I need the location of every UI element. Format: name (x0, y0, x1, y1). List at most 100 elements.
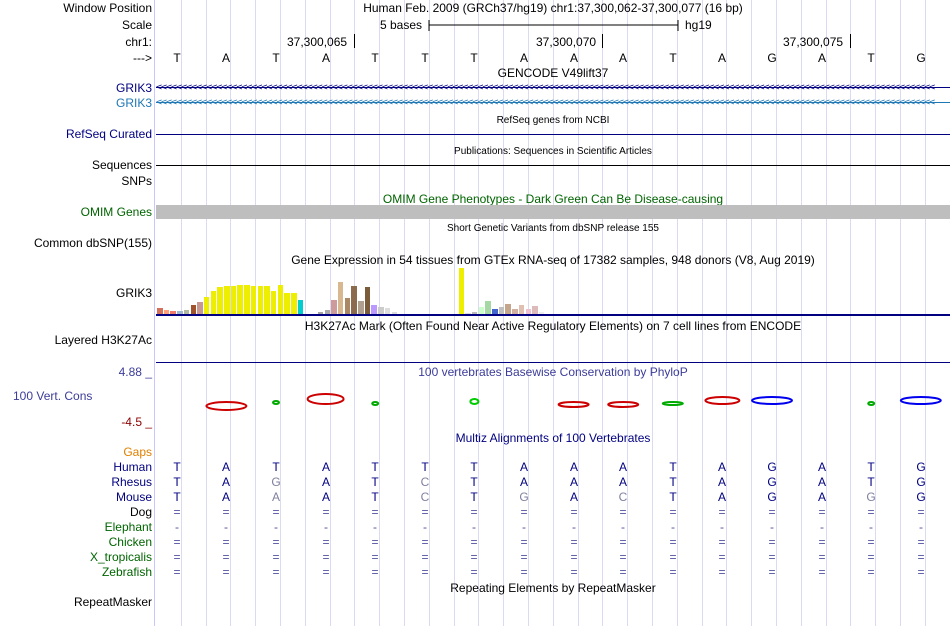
gtex-bar[interactable] (210, 291, 217, 314)
gtex-bar[interactable] (257, 286, 263, 314)
species-label[interactable]: Human (113, 460, 152, 474)
gtex-bar[interactable] (371, 305, 377, 314)
gtex-bar[interactable] (324, 310, 330, 314)
gtex-bar[interactable] (525, 309, 531, 314)
gencode-gene-1-strand[interactable]: <<<<<<<<<<<<<<<<<<<<<<<<<<<<<<<<<<<<<<<<… (156, 83, 935, 93)
gtex-bar[interactable] (264, 286, 270, 314)
gtex-bar-chart[interactable] (156, 268, 556, 314)
gtex-bar[interactable] (471, 312, 478, 314)
gtex-bar[interactable] (538, 312, 545, 314)
gtex-bar[interactable] (177, 311, 183, 314)
refseq-label[interactable]: RefSeq Curated (65, 127, 152, 141)
publications-title[interactable]: Publications: Sequences in Scientific Ar… (454, 146, 652, 157)
gtex-bar[interactable] (391, 312, 397, 314)
phylop-label[interactable]: 100 Vert. Cons (13, 389, 93, 403)
gtex-bar[interactable] (277, 285, 284, 314)
gtex-bar[interactable] (384, 308, 391, 314)
alignment-base: A (618, 460, 627, 474)
gtex-bar[interactable] (230, 286, 237, 314)
alignment-base: = (520, 535, 528, 549)
gtex-bar[interactable] (532, 306, 538, 314)
species-label[interactable]: Zebrafish (101, 565, 152, 579)
gtex-bar[interactable] (331, 300, 337, 314)
gtex-bar[interactable] (317, 312, 324, 314)
gtex-bar[interactable] (270, 291, 277, 314)
gtex-bar[interactable] (478, 307, 485, 314)
omim-label[interactable]: OMIM Genes (80, 205, 152, 219)
alignment-base: A (321, 460, 330, 474)
gtex-bar[interactable] (197, 302, 203, 314)
assembly-position[interactable]: Human Feb. 2009 (GRCh37/hg19) chr1:37,30… (363, 1, 743, 15)
alignment-base: A (221, 475, 230, 489)
gtex-bar[interactable] (183, 310, 190, 314)
repeatmasker-label[interactable]: RepeatMasker (73, 595, 152, 609)
base-letter: G (916, 51, 926, 65)
base-letter: T (272, 51, 280, 65)
gtex-bar[interactable] (458, 268, 464, 314)
refseq-title[interactable]: RefSeq genes from NCBI (496, 115, 610, 126)
gtex-bar[interactable] (485, 301, 491, 314)
phylop-glyph (557, 401, 590, 408)
alignment-base: A (618, 475, 627, 489)
gencode-gene-label-2[interactable]: GRIK3 (115, 96, 152, 110)
gtex-bar[interactable] (518, 305, 525, 314)
gtex-bar[interactable] (505, 304, 511, 314)
gtex-bar[interactable] (190, 305, 196, 314)
alignment-base: = (917, 550, 925, 564)
gencode-title[interactable]: GENCODE V49lift37 (497, 66, 609, 80)
gtex-bar[interactable] (203, 297, 210, 314)
gtex-bar[interactable] (465, 313, 471, 314)
grid-line (801, 0, 802, 626)
gtex-bar[interactable] (492, 309, 498, 314)
gtex-bar[interactable] (351, 286, 357, 314)
alignment-base: T (470, 490, 478, 504)
gtex-bar[interactable] (170, 311, 176, 314)
gtex-bar[interactable] (157, 308, 163, 314)
gtex-bar[interactable] (512, 309, 518, 314)
gtex-bar[interactable] (250, 286, 257, 314)
alignment-base: G (271, 475, 281, 489)
gencode-gene-2-strand[interactable]: <<<<<<<<<<<<<<<<<<<<<<<<<<<<<<<<<<<<<<<<… (156, 98, 935, 108)
gtex-bar[interactable] (364, 287, 371, 314)
alignment-base: - (720, 520, 724, 534)
multiz-title[interactable]: Multiz Alignments of 100 Vertebrates (455, 431, 651, 445)
h3k27ac-label[interactable]: Layered H3K27Ac (54, 333, 152, 347)
dbsnp-label[interactable]: Common dbSNP(155) (33, 236, 152, 250)
omim-title[interactable]: OMIM Gene Phenotypes - Dark Green Can Be… (382, 192, 724, 206)
alignment-base: - (522, 520, 526, 534)
alignment-base: = (669, 565, 677, 579)
gtex-bar[interactable] (284, 293, 290, 314)
alignment-base: A (321, 475, 330, 489)
scale-label: Scale (121, 18, 152, 32)
species-label[interactable]: Dog (129, 505, 152, 519)
phylop-logo[interactable] (156, 393, 950, 411)
gtex-bar[interactable] (217, 287, 223, 314)
gtex-bar[interactable] (344, 298, 351, 314)
gtex-bar[interactable] (498, 307, 505, 314)
gtex-bar[interactable] (297, 300, 304, 314)
gtex-bar[interactable] (224, 286, 230, 314)
gtex-title[interactable]: Gene Expression in 54 tissues from GTEx … (291, 253, 815, 267)
omim-bar[interactable] (156, 205, 950, 219)
publications-label[interactable]: Sequences (91, 158, 152, 172)
gtex-bar[interactable] (291, 293, 297, 314)
species-label[interactable]: Rhesus (111, 475, 152, 489)
h3k27ac-title[interactable]: H3K27Ac Mark (Often Found Near Active Re… (304, 319, 802, 333)
repeatmasker-title[interactable]: Repeating Elements by RepeatMasker (450, 581, 656, 595)
gtex-bar[interactable] (358, 301, 364, 314)
snps-label[interactable]: SNPs (121, 174, 152, 188)
phylop-title[interactable]: 100 vertebrates Basewise Conservation by… (418, 365, 688, 379)
gtex-bar[interactable] (163, 310, 170, 314)
gtex-bar[interactable] (378, 307, 384, 314)
species-label[interactable]: Elephant (104, 520, 152, 534)
gtex-bar[interactable] (337, 282, 344, 314)
gtex-label[interactable]: GRIK3 (115, 286, 152, 300)
gtex-bar[interactable] (237, 285, 243, 314)
species-label[interactable]: Chicken (108, 535, 152, 549)
gencode-gene-label-1[interactable]: GRIK3 (115, 81, 152, 95)
dbsnp-title[interactable]: Short Genetic Variants from dbSNP releas… (447, 223, 659, 234)
species-label[interactable]: Mouse (115, 490, 152, 504)
species-label[interactable]: X_tropicalis (89, 550, 152, 564)
alignment-base: = (718, 535, 726, 549)
gtex-bar[interactable] (244, 285, 250, 314)
